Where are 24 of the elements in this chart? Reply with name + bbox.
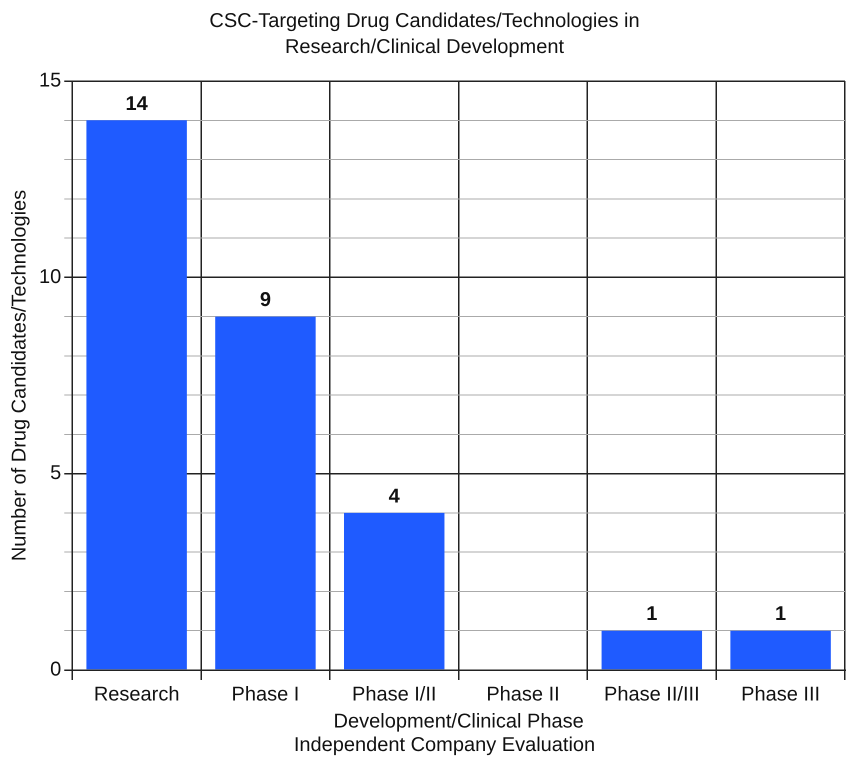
x-tick-label: Phase I: [232, 684, 300, 706]
x-axis-title: Development/Clinical Phase: [334, 710, 584, 733]
y-tick-label: 5: [50, 462, 62, 484]
data-label: 4: [388, 485, 401, 508]
y-tick-label: 0: [50, 658, 62, 681]
chart-title: CSC-Targeting Drug Candidates/Technologies in Research/Clinical Development: [208, 9, 641, 60]
bar: [86, 120, 187, 670]
x-tick-label: Phase I/II: [352, 684, 436, 706]
x-tick-label: Phase III: [741, 684, 820, 706]
bar: [344, 512, 444, 670]
data-label: 1: [775, 603, 786, 626]
y-tick-label: 10: [38, 266, 62, 288]
text: Independent Company Evaluation: [292, 734, 596, 757]
bar: [730, 630, 831, 670]
x-tick-label: Phase II/III: [604, 684, 700, 706]
data-label: 9: [260, 289, 271, 312]
x-tick-label: Research: [94, 684, 180, 706]
data-label: 1: [646, 603, 658, 626]
bar: [215, 316, 316, 670]
bar: [602, 630, 702, 670]
y-tick-label: 15: [38, 70, 62, 92]
x-tick-label: Phase II: [486, 684, 560, 706]
y-axis-title: Number of Drug Candidates/Technologies: [8, 190, 31, 562]
data-label: 14: [126, 92, 149, 115]
